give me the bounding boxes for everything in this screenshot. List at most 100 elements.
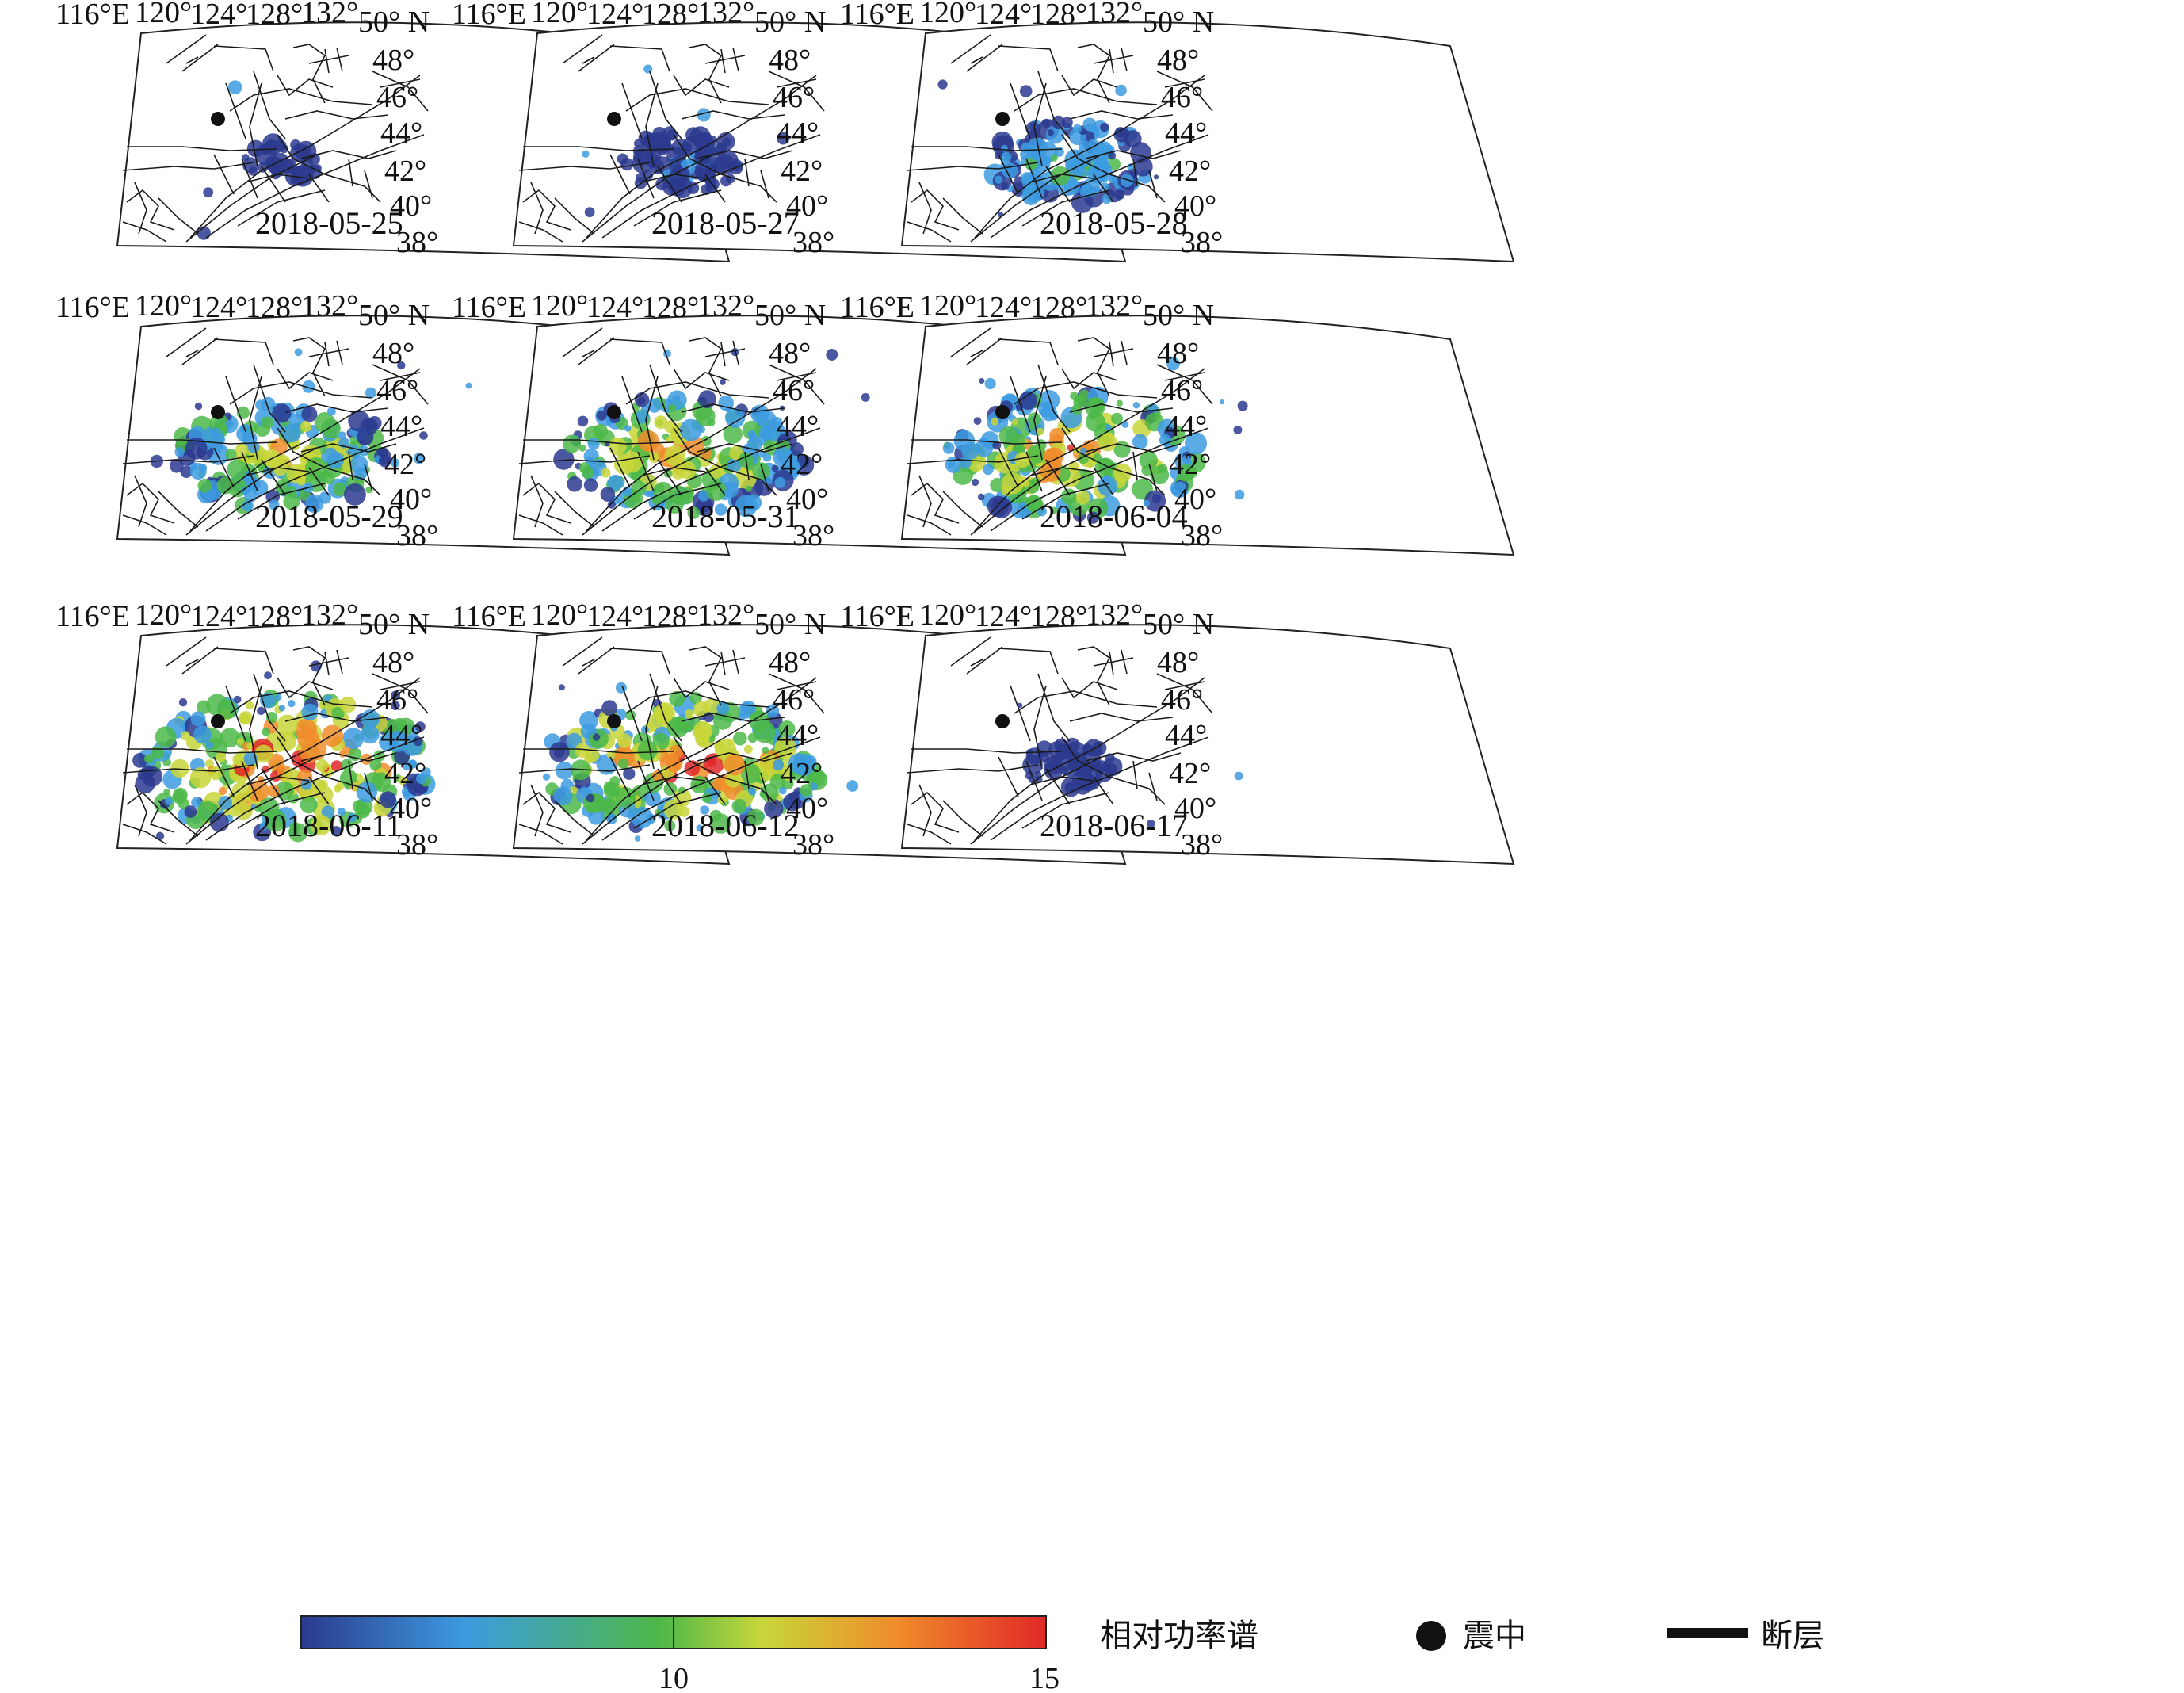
anomaly-spot: [349, 455, 368, 474]
anomaly-spot: [983, 464, 994, 476]
anomaly-spot: [1086, 460, 1094, 468]
anomaly-spot: [1139, 451, 1158, 470]
anomaly-spot: [208, 766, 223, 781]
fault-line: [625, 690, 769, 714]
fault-line: [633, 483, 722, 520]
fault-line: [1014, 381, 1158, 405]
lat-label: 42°: [781, 757, 823, 790]
lat-label: 42°: [1169, 155, 1211, 188]
fault-line: [974, 368, 1205, 532]
fault-lines: [122, 636, 429, 845]
fault-line: [649, 364, 682, 433]
map-panel: 116°E 120°124°128°132° 50° N 48° 46°44° 42°40…: [840, 598, 1515, 866]
anomaly-spot: [295, 140, 317, 162]
anomaly-spot: [193, 725, 212, 744]
anomaly-spot: [650, 131, 671, 153]
anomaly-spot: [1082, 743, 1092, 752]
anomaly-spot: [1002, 472, 1024, 495]
anomaly-spot: [330, 826, 342, 837]
lon-label: 132°: [697, 0, 754, 29]
anomaly-spot: [587, 438, 600, 450]
anomaly-spot: [1234, 771, 1243, 781]
fault-line: [241, 451, 258, 492]
fault-line: [609, 45, 670, 72]
panel-date: 2018-05-27: [651, 205, 800, 241]
anomaly-spot: [356, 782, 377, 803]
fault-line: [241, 760, 258, 801]
lat-label: 44°: [380, 117, 422, 150]
fault-line: [990, 427, 1209, 532]
panel-date: 2018-05-28: [1040, 205, 1188, 241]
fault-line: [1069, 403, 1174, 413]
lat-label: 48°: [769, 646, 811, 679]
anomaly-spot: [1072, 124, 1082, 133]
fault-line: [1010, 685, 1031, 742]
fault-line: [1061, 368, 1118, 390]
anomaly-spot: [1143, 499, 1150, 507]
lat-label: 40°: [390, 792, 432, 825]
lon-label: 120°: [531, 598, 588, 632]
anomaly-spot: [247, 441, 260, 453]
fault-line: [637, 158, 655, 199]
anomaly-spot: [698, 490, 710, 502]
anomaly-spot: [725, 407, 746, 428]
anomaly-spot: [132, 753, 147, 768]
fault-line: [284, 713, 389, 722]
anomaly-spot: [1082, 117, 1097, 132]
anomaly-spot: [769, 774, 786, 790]
fault-line: [582, 56, 595, 64]
fault-line: [621, 82, 643, 139]
anomaly-spot: [745, 485, 752, 492]
anomaly-spot: [575, 743, 590, 759]
anomaly-spot: [1237, 400, 1248, 411]
lon-label: 124°: [586, 600, 643, 633]
fault-line: [1109, 48, 1114, 74]
lat-label: 46°: [773, 374, 815, 407]
fault-line: [1121, 340, 1128, 365]
fault-line: [689, 337, 723, 397]
panel-date: 2018-05-29: [255, 499, 403, 534]
lon-label: 124°: [190, 291, 247, 324]
fault-line: [1132, 158, 1138, 187]
fault-line: [657, 166, 682, 203]
fault-line: [911, 189, 960, 231]
anomaly-spot: [846, 780, 859, 792]
fault-line: [185, 56, 199, 64]
anomaly-spot: [607, 500, 616, 509]
lon-label: 124°: [190, 0, 247, 31]
anomaly-spot: [1001, 182, 1010, 190]
lat-label: 44°: [1165, 410, 1207, 443]
anomaly-spot: [669, 744, 684, 759]
anomaly-spot: [225, 419, 234, 428]
fault-line: [122, 162, 254, 171]
fault-line: [645, 376, 659, 461]
fault-line: [578, 44, 615, 72]
fault-line: [681, 713, 785, 722]
anomaly-spot: [634, 139, 643, 148]
fault-line: [942, 491, 983, 528]
anomaly-spot: [236, 738, 244, 746]
anomaly-spot: [1102, 193, 1112, 204]
anomaly-spot: [773, 759, 784, 771]
anomaly-spot: [194, 402, 203, 411]
fault-line: [907, 764, 1039, 774]
fault-line: [582, 659, 595, 667]
anomaly-spot: [247, 478, 261, 491]
anomaly-spot: [1086, 444, 1094, 452]
anomaly-spot: [267, 785, 280, 797]
fault-line: [1061, 75, 1118, 97]
anomaly-spot: [735, 495, 758, 518]
anomaly-spot: [731, 798, 747, 814]
anomaly-spot: [288, 700, 296, 708]
lat-label: 40°: [390, 189, 432, 223]
anomaly-spot: [1086, 511, 1099, 524]
anomaly-spot: [778, 786, 787, 795]
anomaly-spot: [1020, 149, 1031, 160]
fault-line: [237, 189, 326, 227]
fault-line: [1093, 467, 1114, 496]
fault-line: [372, 673, 429, 714]
anomaly-spot: [1043, 755, 1063, 775]
anomaly-spot: [624, 425, 632, 432]
anomaly-spot: [723, 424, 743, 444]
anomaly-spot: [135, 773, 155, 794]
